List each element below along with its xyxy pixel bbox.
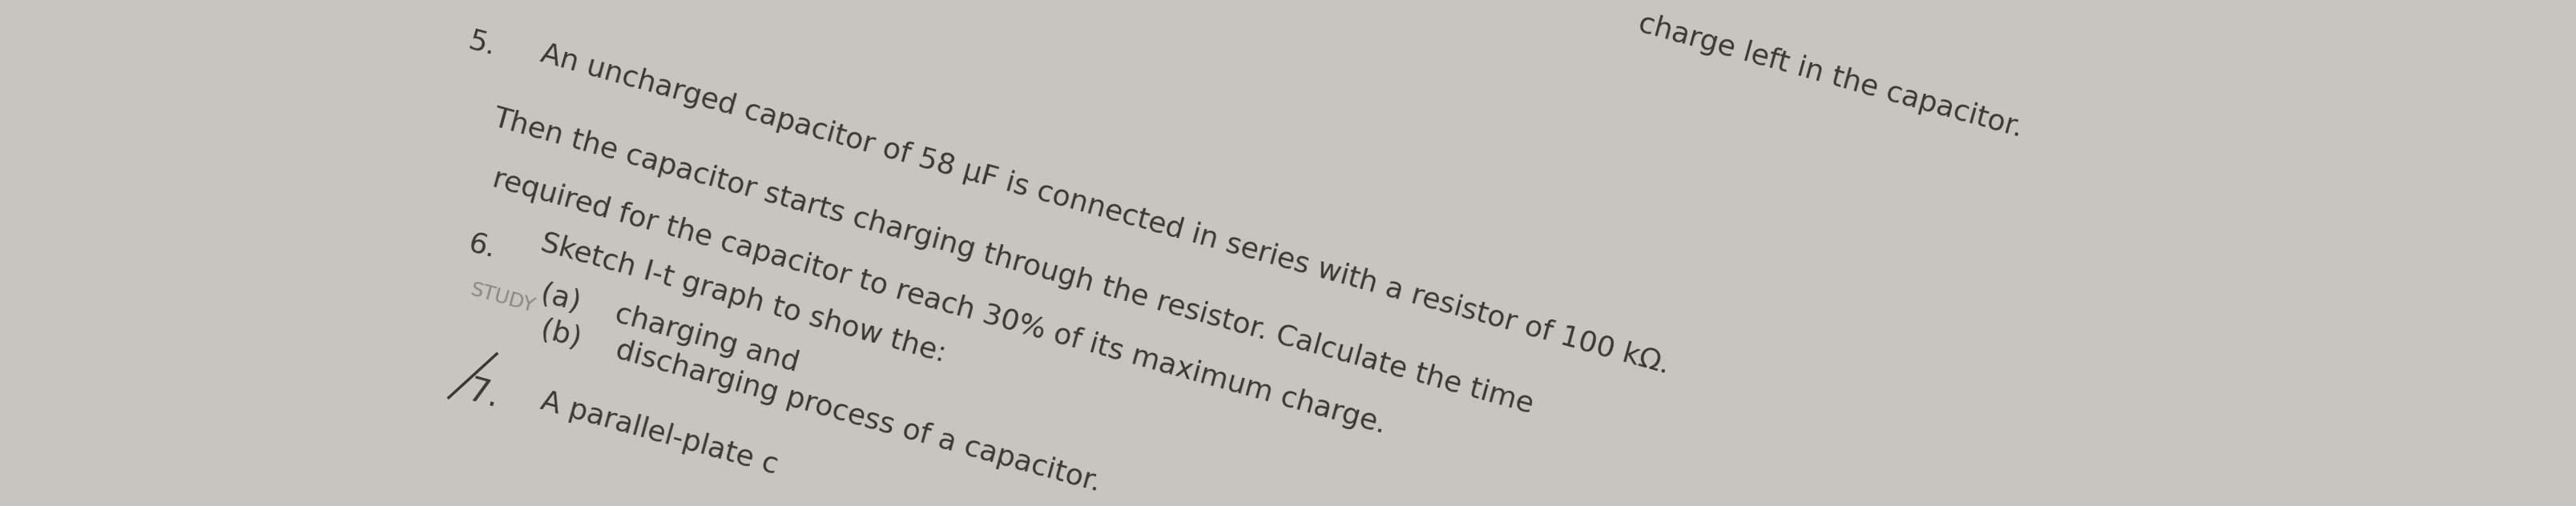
Text: A parallel-plate c: A parallel-plate c	[538, 388, 781, 479]
Text: Sketch I-t graph to show the:: Sketch I-t graph to show the:	[538, 229, 948, 367]
Text: An uncharged capacitor of 58 μF is connected in series with a resistor of 100 kΩ: An uncharged capacitor of 58 μF is conne…	[538, 40, 1672, 379]
Text: charge left in the capacitor.: charge left in the capacitor.	[1636, 10, 2025, 143]
Text: required for the capacitor to reach 30% of its maximum charge.: required for the capacitor to reach 30% …	[489, 165, 1388, 439]
Text: (a)    charging and: (a) charging and	[538, 280, 801, 377]
Text: 7.: 7.	[464, 374, 502, 415]
Text: 6.: 6.	[466, 229, 500, 263]
Text: Then the capacitor starts charging through the resistor. Calculate the time: Then the capacitor starts charging throu…	[489, 104, 1535, 419]
Text: STUDY: STUDY	[466, 280, 536, 316]
Text: 5.: 5.	[466, 27, 500, 61]
Text: (b)    discharging process of a capacitor.: (b) discharging process of a capacitor.	[538, 315, 1103, 496]
